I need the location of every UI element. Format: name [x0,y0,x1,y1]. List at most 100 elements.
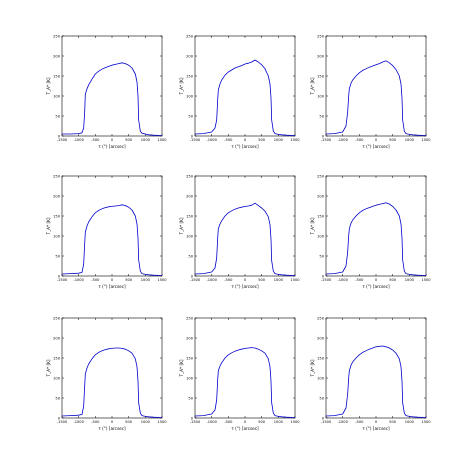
y-tick-label: 200 [53,54,61,58]
x-tick-label: 0 [244,420,247,424]
x-tick-label: 0 [244,138,247,142]
series-line-1 [194,347,296,418]
y-tick-label: 0 [58,416,61,420]
x-tick-label: 1500 [421,420,431,424]
y-tick-label: 200 [186,54,194,58]
y-tick-label: 0 [191,416,194,420]
x-tick-label: 1500 [290,420,300,424]
y-tick-label: 200 [317,54,325,58]
y-axis-label: T_A* [K] [46,359,51,377]
y-axis-label: T_A* [K] [310,359,315,377]
y-tick-label: 50 [188,114,193,118]
y-tick-label: 150 [317,74,325,78]
y-tick-label: 200 [317,194,325,198]
x-tick-label: -1500 [190,420,201,424]
x-tick-label: 1500 [421,138,431,142]
y-tick-label: 150 [186,356,194,360]
y-tick-label: 0 [191,274,194,278]
plot-frame [325,35,427,137]
x-tick-label: -1500 [321,420,332,424]
subplot-9: -1500 -1000 -500 0 500 1000 1500 0 50 100 150 200 25… [310,316,431,431]
y-tick-label: 100 [186,94,194,98]
y-tick-label: 0 [322,274,325,278]
x-axis-label: τ (°) [arcsec] [231,284,259,289]
y-axis-label: T_A* [K] [310,77,315,95]
y-tick-label: 250 [317,174,325,178]
x-axis-label: τ (°) [arcsec] [98,144,126,149]
y-tick-label: 0 [58,274,61,278]
x-tick-label: 1000 [274,420,284,424]
y-tick-label: 150 [186,74,194,78]
x-tick-label: -1000 [337,420,348,424]
x-tick-label: -1500 [321,138,332,142]
subplot-2: -1500 -1000 -500 0 500 1000 1500 0 50 100 150 200 25… [179,34,300,149]
x-axis-label: τ (°) [arcsec] [98,284,126,289]
x-tick-label: -1500 [57,278,68,282]
y-tick-label: 50 [319,254,324,258]
y-tick-label: 50 [319,396,324,400]
x-axis-label: τ (°) [arcsec] [362,426,390,431]
series-line-1 [325,345,427,418]
plot-frame [194,317,296,419]
x-tick-label: 1500 [290,278,300,282]
subplot-6: -1500 -1000 -500 0 500 1000 1500 0 50 100 150 200 25… [310,174,431,289]
y-tick-label: 0 [322,134,325,138]
y-tick-label: 250 [53,174,61,178]
x-tick-label: -500 [91,278,100,282]
y-tick-label: 200 [317,336,325,340]
x-tick-label: -1000 [206,278,217,282]
x-tick-label: -500 [224,138,233,142]
x-tick-label: -1000 [73,278,84,282]
plot-frame [194,35,296,137]
y-tick-label: 0 [322,416,325,420]
x-axis-label: τ (°) [arcsec] [98,426,126,431]
y-tick-label: 200 [186,194,194,198]
x-tick-label: 1000 [274,138,284,142]
subplot-8: -1500 -1000 -500 0 500 1000 1500 0 50 100 150 200 25… [179,316,300,431]
x-tick-label: 1000 [141,278,151,282]
x-tick-label: 0 [111,138,114,142]
x-tick-label: 500 [389,420,397,424]
x-tick-label: 1000 [405,278,415,282]
x-tick-label: 0 [244,278,247,282]
y-tick-label: 250 [53,34,61,38]
x-axis-label: τ (°) [arcsec] [231,426,259,431]
x-tick-label: -1000 [73,138,84,142]
x-tick-label: -1000 [206,138,217,142]
x-tick-label: 500 [125,420,133,424]
y-tick-label: 200 [186,336,194,340]
y-tick-label: 250 [317,316,325,320]
y-tick-label: 150 [186,214,194,218]
subplot-3: -1500 -1000 -500 0 500 1000 1500 0 50 100 150 200 25… [310,34,431,149]
y-axis-label: T_A* [K] [310,217,315,235]
y-tick-label: 50 [188,396,193,400]
x-tick-label: 0 [375,278,378,282]
x-tick-label: 1000 [274,278,284,282]
y-tick-label: 100 [186,376,194,380]
x-tick-label: 1000 [141,420,151,424]
y-tick-label: 250 [317,34,325,38]
x-tick-label: 1000 [405,138,415,142]
y-tick-label: 100 [53,376,61,380]
subplot-7: -1500 -1000 -500 0 500 1000 1500 0 50 100 150 200 25… [46,316,167,431]
x-tick-label: 0 [375,420,378,424]
x-tick-label: -500 [355,138,364,142]
y-tick-label: 50 [55,396,60,400]
x-tick-label: -1500 [190,138,201,142]
x-tick-label: 1500 [157,420,167,424]
x-tick-label: 1000 [405,420,415,424]
x-axis-label: τ (°) [arcsec] [231,144,259,149]
y-tick-label: 50 [188,254,193,258]
y-axis-label: T_A* [K] [179,77,184,95]
x-axis-label: τ (°) [arcsec] [362,144,390,149]
x-tick-label: -500 [224,278,233,282]
y-tick-label: 50 [55,254,60,258]
x-tick-label: 0 [111,278,114,282]
x-tick-label: 500 [125,278,133,282]
y-tick-label: 100 [317,94,325,98]
plot-frame [325,317,427,419]
y-tick-label: 150 [53,74,61,78]
y-tick-label: 0 [58,134,61,138]
x-tick-label: 1500 [157,278,167,282]
